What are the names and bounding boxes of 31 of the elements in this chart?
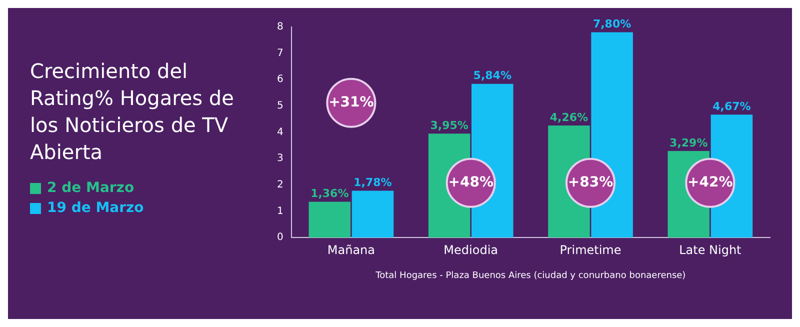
annotation: +48% (448, 174, 494, 190)
x-tick-label: Mañana (327, 242, 376, 257)
y-tick-label: 6 (276, 74, 284, 86)
data-label: 4,67% (712, 100, 751, 114)
data-label: 4,26% (550, 110, 588, 124)
data-label: 3,29% (670, 136, 708, 150)
data-label: 3,95% (430, 118, 468, 132)
text: Crecimiento del Rating% Hogares de los Noticieros de TV Abierta (30, 58, 235, 166)
data-label: 1,78% (354, 176, 392, 190)
y-tick-label: 0 (276, 232, 284, 244)
y-tick-label: 2 (276, 180, 284, 191)
annotation: +42% (688, 174, 733, 190)
x-tick-label: Primetime (560, 242, 622, 257)
annotation: +31% (328, 94, 374, 110)
x-tick-label: Mediodia (444, 242, 498, 257)
y-tick-label: 8 (276, 22, 284, 33)
data-label: 7,80% (592, 18, 632, 31)
y-tick-label: 4 (276, 126, 284, 138)
data-label: 5,84% (473, 69, 512, 82)
text: Total Hogares - Plaza Buenos Aires (ciudad y conurbano bonaerense) (374, 270, 686, 281)
y-tick-label: 7 (276, 48, 284, 59)
y-tick-label: 1 (276, 206, 284, 217)
legend-label: 2 de Marzo (46, 180, 136, 196)
y-tick-label: 5 (276, 100, 284, 112)
data-label: 1,36% (310, 187, 349, 200)
legend-label: 19 de Marzo (46, 200, 145, 216)
bar (352, 190, 394, 238)
y-tick-label: 3 (276, 153, 284, 164)
annotation: +83% (568, 174, 614, 190)
bar (308, 202, 351, 238)
x-tick-label: Late Night (679, 242, 742, 257)
